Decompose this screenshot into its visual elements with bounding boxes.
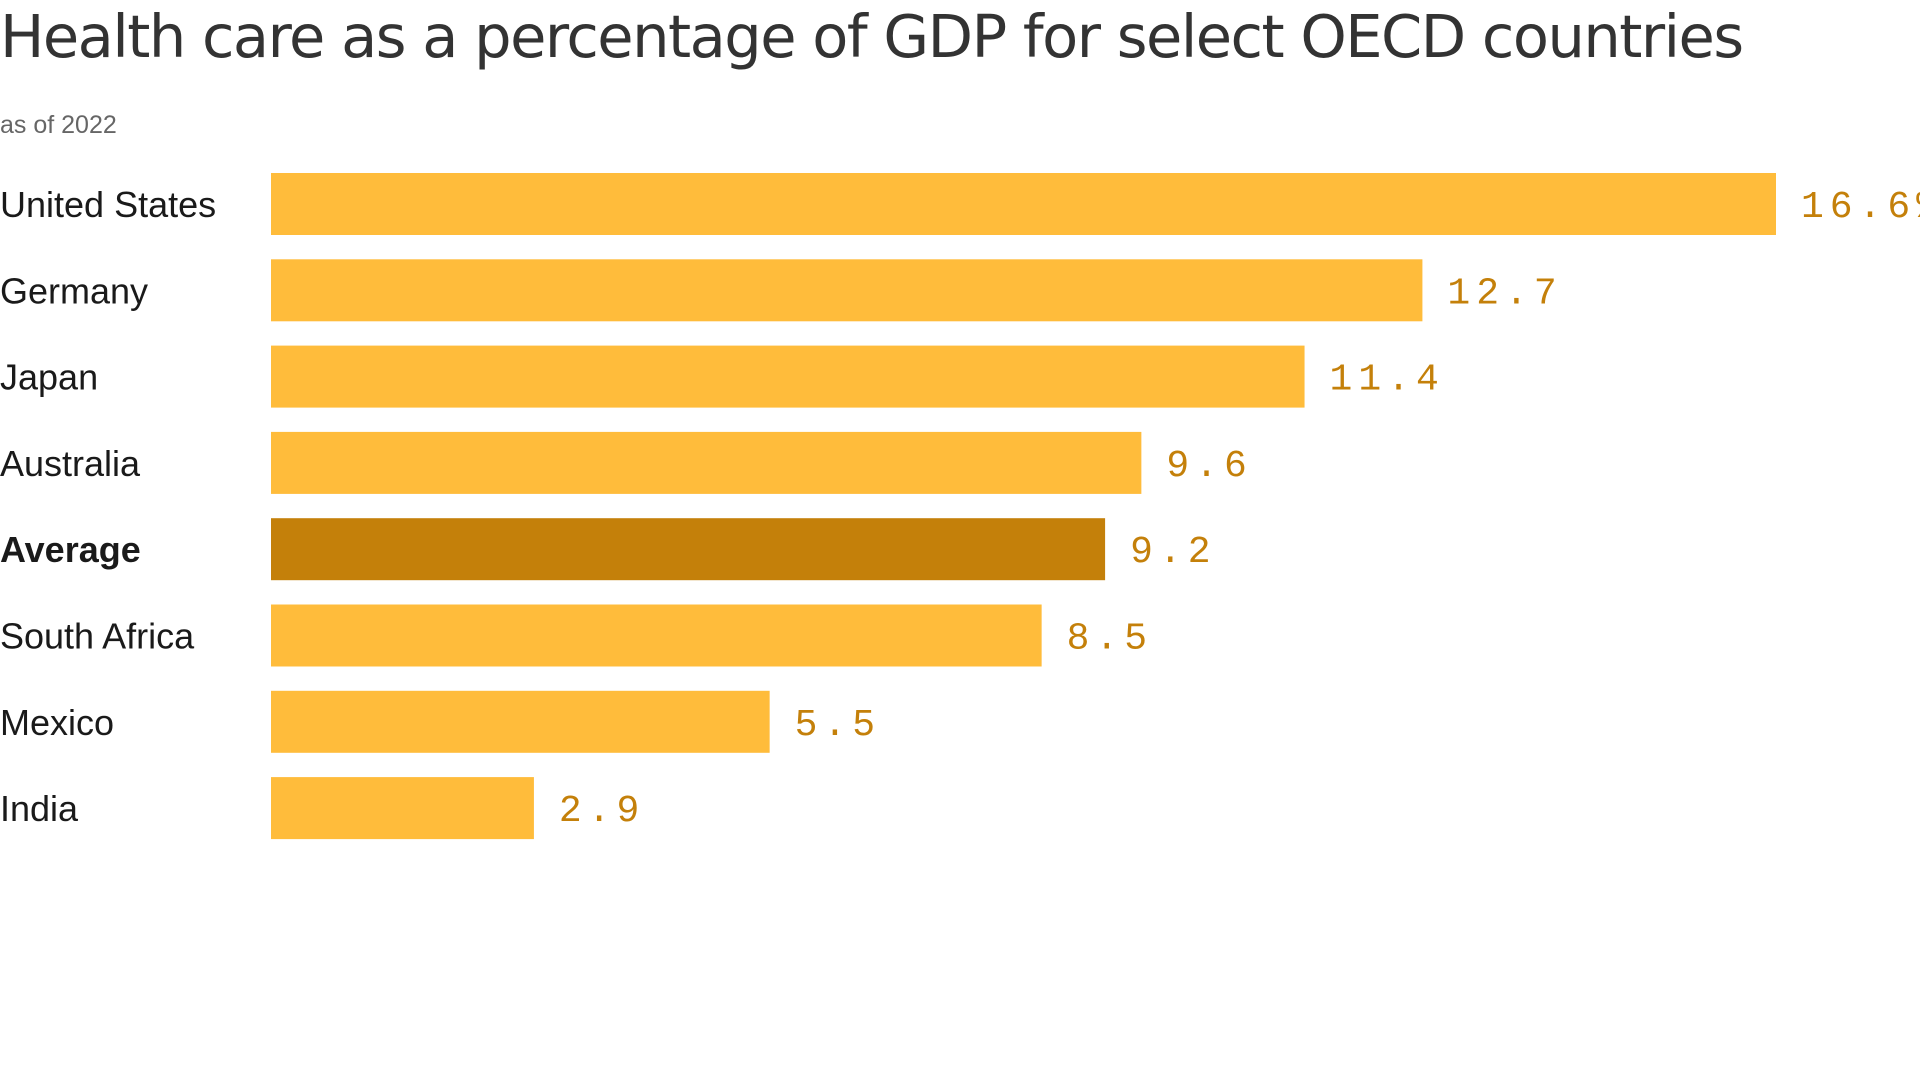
bar-row-germany: Germany 12.7 xyxy=(0,259,1562,322)
value-label-japan: 11.4 xyxy=(1330,359,1445,402)
bar-japan xyxy=(271,345,1305,408)
bar-row-japan: Japan 11.4 xyxy=(0,345,1445,408)
bar-row-mexico: Mexico 5.5 xyxy=(0,690,881,753)
value-label-south-africa: 8.5 xyxy=(1067,618,1153,661)
bar-united-states xyxy=(271,173,1776,235)
category-label-australia: Australia xyxy=(0,443,141,484)
bar-row-south-africa: South Africa 8.5 xyxy=(0,604,1153,667)
bar-row-united-states: United States 16.6% xyxy=(0,173,1920,235)
bar-mexico xyxy=(271,690,770,753)
chart-subtitle: as of 2022 xyxy=(0,111,117,139)
bar-australia xyxy=(271,431,1142,494)
value-label-australia: 9.6 xyxy=(1166,445,1252,488)
chart-title: Health care as a percentage of GDP for s… xyxy=(0,2,1744,71)
bar-row-australia: Australia 9.6 xyxy=(0,431,1252,494)
bar-average xyxy=(271,518,1106,581)
value-label-mexico: 5.5 xyxy=(795,704,881,747)
bar-row-india: India 2.9 xyxy=(0,777,645,840)
category-label-japan: Japan xyxy=(0,357,98,398)
category-label-mexico: Mexico xyxy=(0,702,114,743)
category-label-south-africa: South Africa xyxy=(0,616,195,657)
category-label-germany: Germany xyxy=(0,270,148,311)
value-label-india: 2.9 xyxy=(559,790,645,833)
value-label-germany: 12.7 xyxy=(1447,272,1562,315)
category-label-average: Average xyxy=(0,529,141,570)
category-label-united-states: United States xyxy=(0,184,216,225)
bar-germany xyxy=(271,259,1423,322)
bar-india xyxy=(271,777,534,840)
bar-south-africa xyxy=(271,604,1042,667)
value-label-united-states: 16.6% xyxy=(1801,186,1920,229)
value-label-average: 9.2 xyxy=(1130,531,1216,574)
category-label-india: India xyxy=(0,788,79,829)
bar-row-average: Average 9.2 xyxy=(0,518,1216,581)
